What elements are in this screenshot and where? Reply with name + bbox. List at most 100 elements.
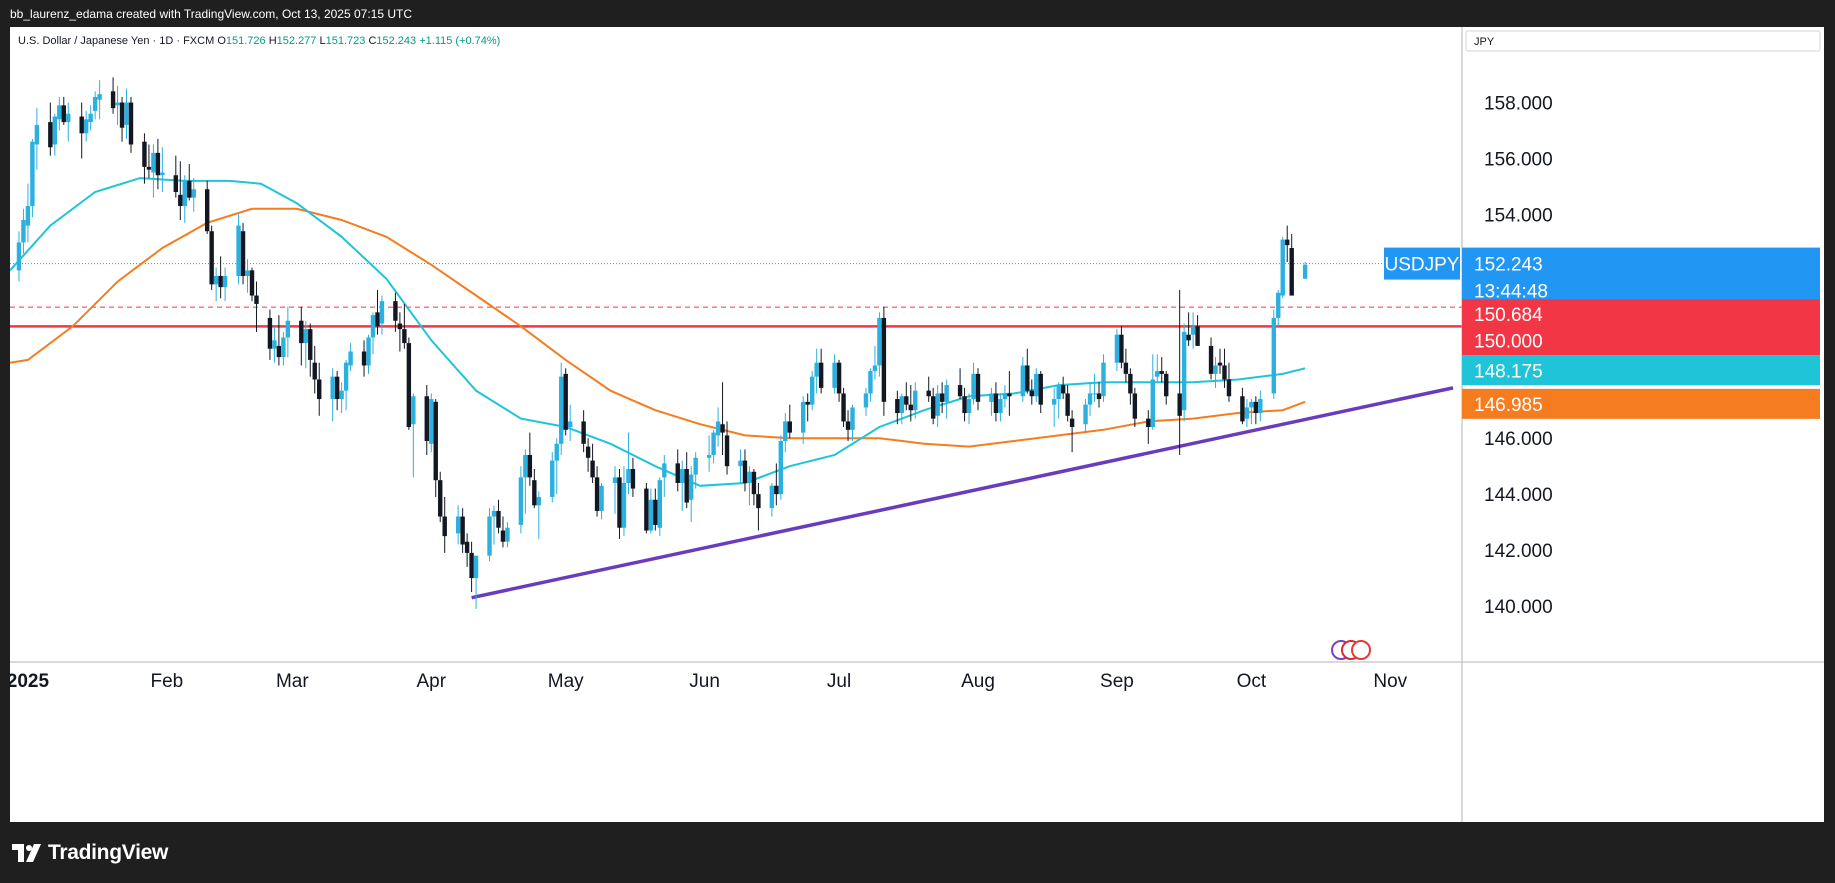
last-price-label: 152.243 xyxy=(1474,255,1543,276)
candle-body xyxy=(567,421,573,428)
candle-body xyxy=(939,393,945,402)
candle-body xyxy=(124,102,129,125)
candle-body xyxy=(1128,373,1133,394)
candle-body xyxy=(850,407,855,430)
candle-body xyxy=(438,480,443,517)
candle-body xyxy=(778,441,784,495)
candle-body xyxy=(487,516,492,556)
candle-body xyxy=(48,122,53,148)
candle-body xyxy=(594,477,600,511)
candle-body xyxy=(617,477,622,528)
candle-body xyxy=(236,225,241,276)
candle-body xyxy=(720,424,725,433)
x-tick-label: Sep xyxy=(1100,671,1134,692)
candle-body xyxy=(1065,393,1070,416)
candle-body xyxy=(675,463,680,483)
candle-body xyxy=(1208,345,1214,374)
tradingview-logo[interactable]: TradingView xyxy=(12,840,168,866)
candle-body xyxy=(966,399,972,414)
candle-body xyxy=(25,206,31,226)
candle-body xyxy=(218,275,223,288)
candle-body xyxy=(1249,401,1254,408)
x-tick-label: May xyxy=(548,671,584,692)
candle-body xyxy=(151,152,156,173)
trendline[interactable] xyxy=(471,386,1454,600)
candle-body xyxy=(97,94,102,100)
candle-body xyxy=(832,362,837,388)
candle-body xyxy=(1177,393,1182,416)
currency-box[interactable] xyxy=(1465,30,1821,52)
candle-body xyxy=(550,460,555,497)
candle-body xyxy=(1150,379,1155,428)
candle-body xyxy=(680,468,685,483)
candle-body xyxy=(527,454,533,478)
x-tick-label: Jul xyxy=(827,671,851,692)
candle-body xyxy=(1056,385,1061,400)
candle-body xyxy=(52,116,58,145)
candle-body xyxy=(303,329,308,344)
level-2-label: 150.000 xyxy=(1474,331,1543,352)
x-tick-label: Jun xyxy=(689,671,720,692)
symbol-legend: U.S. Dollar / Japanese Yen · 1D · FXCM O… xyxy=(18,35,500,47)
candle-body xyxy=(1002,393,1008,400)
ma200-value-label: 146.985 xyxy=(1474,395,1543,416)
candle-body xyxy=(913,390,918,411)
candle-body xyxy=(818,362,824,388)
candle-body xyxy=(693,457,698,475)
candle-body xyxy=(1132,393,1138,419)
footer-bar xyxy=(0,822,1835,883)
candle-body xyxy=(585,446,591,458)
candle-body xyxy=(1276,292,1281,318)
candle-body xyxy=(393,301,398,321)
y-tick-label: 140.000 xyxy=(1484,597,1553,618)
candles-layer xyxy=(16,77,1308,609)
legend-symbol: U.S. Dollar / Japanese Yen · 1D · FXCM xyxy=(18,35,215,47)
candle-body xyxy=(115,102,120,106)
symbol-tag-label: USDJPY xyxy=(1385,255,1460,276)
candle-body xyxy=(644,488,649,531)
y-tick-label: 146.000 xyxy=(1484,429,1553,450)
legend-change: +1.115 (+0.74%) xyxy=(419,35,501,47)
legend-open-label: O xyxy=(217,35,226,47)
event-flag-icon[interactable] xyxy=(1351,640,1371,660)
tradingview-logo-icon xyxy=(12,844,41,862)
candle-body xyxy=(747,471,752,483)
candle-body xyxy=(926,390,931,397)
chart-svg[interactable]: JPY 158.000 156.000 154.000 146.000 144.000 14… xyxy=(10,27,1824,822)
candle-body xyxy=(1164,373,1169,397)
time-axis: 2025 Feb Mar Apr May Jun Jul Aug Sep Oct Nov xyxy=(10,661,1824,692)
candle-body xyxy=(187,180,192,198)
candle-body xyxy=(975,373,981,402)
candle-body xyxy=(178,194,183,207)
candle-body xyxy=(814,362,819,377)
candle-body xyxy=(397,323,403,330)
candle-body xyxy=(21,220,26,243)
candle-body xyxy=(518,477,524,525)
y-tick-label: 158.000 xyxy=(1484,94,1553,115)
candle-body xyxy=(657,480,663,528)
candle-body xyxy=(406,343,412,428)
legend-high: 152.277 xyxy=(276,35,317,47)
candle-body xyxy=(334,376,340,400)
candle-body xyxy=(455,516,461,534)
candle-body xyxy=(173,175,179,193)
candle-body xyxy=(774,485,779,495)
legend-high-label: H xyxy=(268,35,277,47)
candle-body xyxy=(1258,399,1263,414)
candle-body xyxy=(738,460,743,467)
y-tick-label: 154.000 xyxy=(1484,205,1553,226)
ma200-line xyxy=(10,207,1306,448)
candle-body xyxy=(1289,247,1294,296)
candle-body xyxy=(1114,334,1120,363)
candle-body xyxy=(83,119,89,134)
candle-body xyxy=(1226,379,1232,397)
candle-body xyxy=(787,421,792,433)
candle-body xyxy=(79,116,84,134)
candle-body xyxy=(993,393,999,414)
candle-body xyxy=(1025,365,1030,391)
legend-open: 151.726 xyxy=(225,35,266,47)
candle-body xyxy=(868,371,873,394)
candle-body xyxy=(1034,373,1039,397)
candle-body xyxy=(460,516,465,545)
candle-body xyxy=(119,102,125,128)
